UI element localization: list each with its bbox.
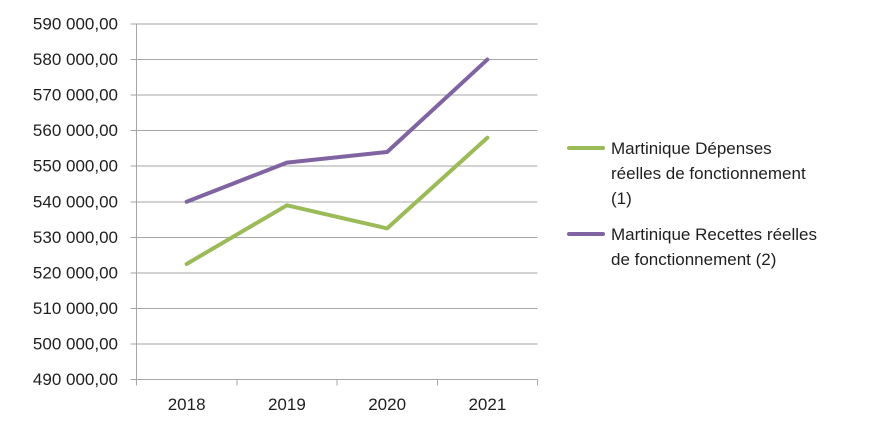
legend-item-label-line: réelles de fonctionnement (611, 164, 806, 183)
legend-item-label-line: de fonctionnement (2) (611, 250, 777, 269)
series-line-1 (184, 135, 490, 266)
series-line-2 (184, 57, 490, 204)
legend-item: Martinique Dépenses réelles de fonctionne… (567, 136, 859, 211)
x-axis-tick-label: 2021 (468, 395, 506, 414)
legend-item: Martinique Recettes réelles de fonctionne… (567, 222, 859, 272)
y-axis-tick-label: 510 000,00 (33, 299, 118, 318)
y-axis-tick-label: 570 000,00 (33, 86, 118, 105)
legend-item-label-line: Martinique Dépenses (611, 139, 772, 158)
y-axis-tick-label: 540 000,00 (33, 192, 118, 211)
y-axis-tick-label: 580 000,00 (33, 50, 118, 69)
y-axis-tick-label: 500 000,00 (33, 334, 118, 353)
y-axis-tick-label: 590 000,00 (33, 15, 118, 34)
y-axis-tick-label: 550 000,00 (33, 157, 118, 176)
y-axis-tick-label: 520 000,00 (33, 263, 118, 282)
legend-item-label-line: (1) (611, 189, 632, 208)
chart-legend: Martinique Dépenses réelles de fonctionne… (567, 136, 859, 272)
legend-line-swatch-icon (567, 146, 605, 150)
x-axis-tick-label: 2020 (368, 395, 406, 414)
legend-item-label: Martinique Dépenses réelles de fonctionne… (611, 136, 806, 211)
legend-item-label: Martinique Recettes réelles de fonctionne… (611, 222, 817, 272)
y-axis-tick-label: 560 000,00 (33, 121, 118, 140)
y-axis-tick-label: 490 000,00 (33, 370, 118, 389)
x-axis-tick-label: 2018 (168, 395, 206, 414)
x-axis-tick-label: 2019 (268, 395, 306, 414)
legend-line-swatch-icon (567, 232, 605, 236)
legend-item-label-line: Martinique Recettes réelles (611, 225, 817, 244)
y-axis-tick-label: 530 000,00 (33, 228, 118, 247)
